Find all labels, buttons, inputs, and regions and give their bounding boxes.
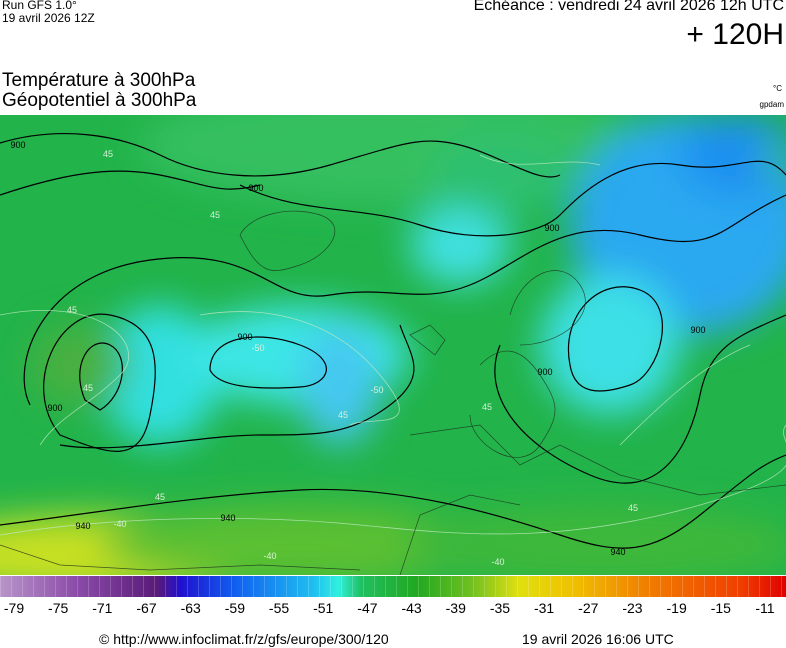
colorbar-label: -23: [622, 600, 643, 616]
colorbar-label: -15: [710, 600, 731, 616]
contour-label: 900: [237, 332, 252, 342]
isotherm-label: -40: [113, 519, 126, 529]
unit-geo: gpdam: [759, 100, 784, 109]
lead-time: + 120H: [686, 18, 784, 51]
run-date: 19 avril 2026 12Z: [2, 11, 95, 25]
colorbar-label: -11: [755, 600, 775, 616]
isotherm-label: 45: [67, 305, 77, 315]
isotherm-label: 45: [103, 149, 113, 159]
subtitle: Géopotentiel à 300hPa: [2, 90, 197, 111]
contour-label: 900: [690, 325, 705, 335]
issued: 19 avril 2026 16:06 UTC: [522, 631, 674, 647]
colorbar-label: -55: [268, 600, 290, 616]
isotherm-label: -50: [370, 385, 383, 395]
contour-label: 900: [537, 367, 552, 377]
colorbar-label: -67: [136, 600, 157, 616]
run: Run GFS 1.0°: [2, 0, 77, 12]
contour-label: 940: [75, 521, 90, 531]
colorbar-label: -31: [533, 600, 555, 616]
colorbar-label: -71: [92, 600, 113, 616]
colorbar-label: -39: [445, 600, 466, 616]
unit-temp: °C: [773, 84, 782, 93]
colorbar-label: -51: [313, 600, 334, 616]
isotherm-label: 45: [338, 410, 348, 420]
colorbar-label: -47: [357, 600, 378, 616]
contour-label: 900: [47, 403, 62, 413]
colorbar-labels: -79 -75 -71 -67 -63 -59 -55 -51 -47 -43 -39 -35 -31 -…: [0, 600, 786, 618]
map: 900 900 900 900 900 900 900 940 940 940 45 45 45 -50 -…: [0, 115, 786, 575]
colorbar-label: -35: [489, 600, 511, 616]
colorbar-label: -19: [666, 600, 687, 616]
colorbar-label: -63: [180, 600, 201, 616]
isotherm-label: 45: [155, 492, 165, 502]
colorbar-label: -75: [48, 600, 69, 616]
colorbar-label: -43: [401, 600, 422, 616]
colorbar-label: -59: [224, 600, 245, 616]
contour-label: 900: [10, 140, 25, 150]
contour-label: 940: [610, 547, 625, 557]
isotherm-label: -40: [263, 551, 276, 561]
colorbar-label: -27: [578, 600, 599, 616]
contour-label: 940: [220, 513, 235, 523]
isotherm-label: 45: [482, 402, 492, 412]
colorbar: [0, 576, 786, 597]
contour-label: 900: [544, 223, 559, 233]
contour-label: 900: [248, 183, 263, 193]
isotherm-label: 45: [83, 383, 93, 393]
colorbar-label: -79: [3, 600, 25, 616]
isotherm-label: -50: [251, 343, 264, 353]
title: Température à 300hPa: [2, 70, 196, 91]
isotherm-label: 45: [210, 210, 220, 220]
isotherm-label: -40: [491, 557, 504, 567]
isotherm-label: 45: [628, 503, 638, 513]
forecast: Echéance : vendredi 24 avril 2026 12h UT…: [473, 0, 784, 14]
source-url: © http://www.infoclimat.fr/z/gfs/europe/…: [99, 631, 389, 647]
